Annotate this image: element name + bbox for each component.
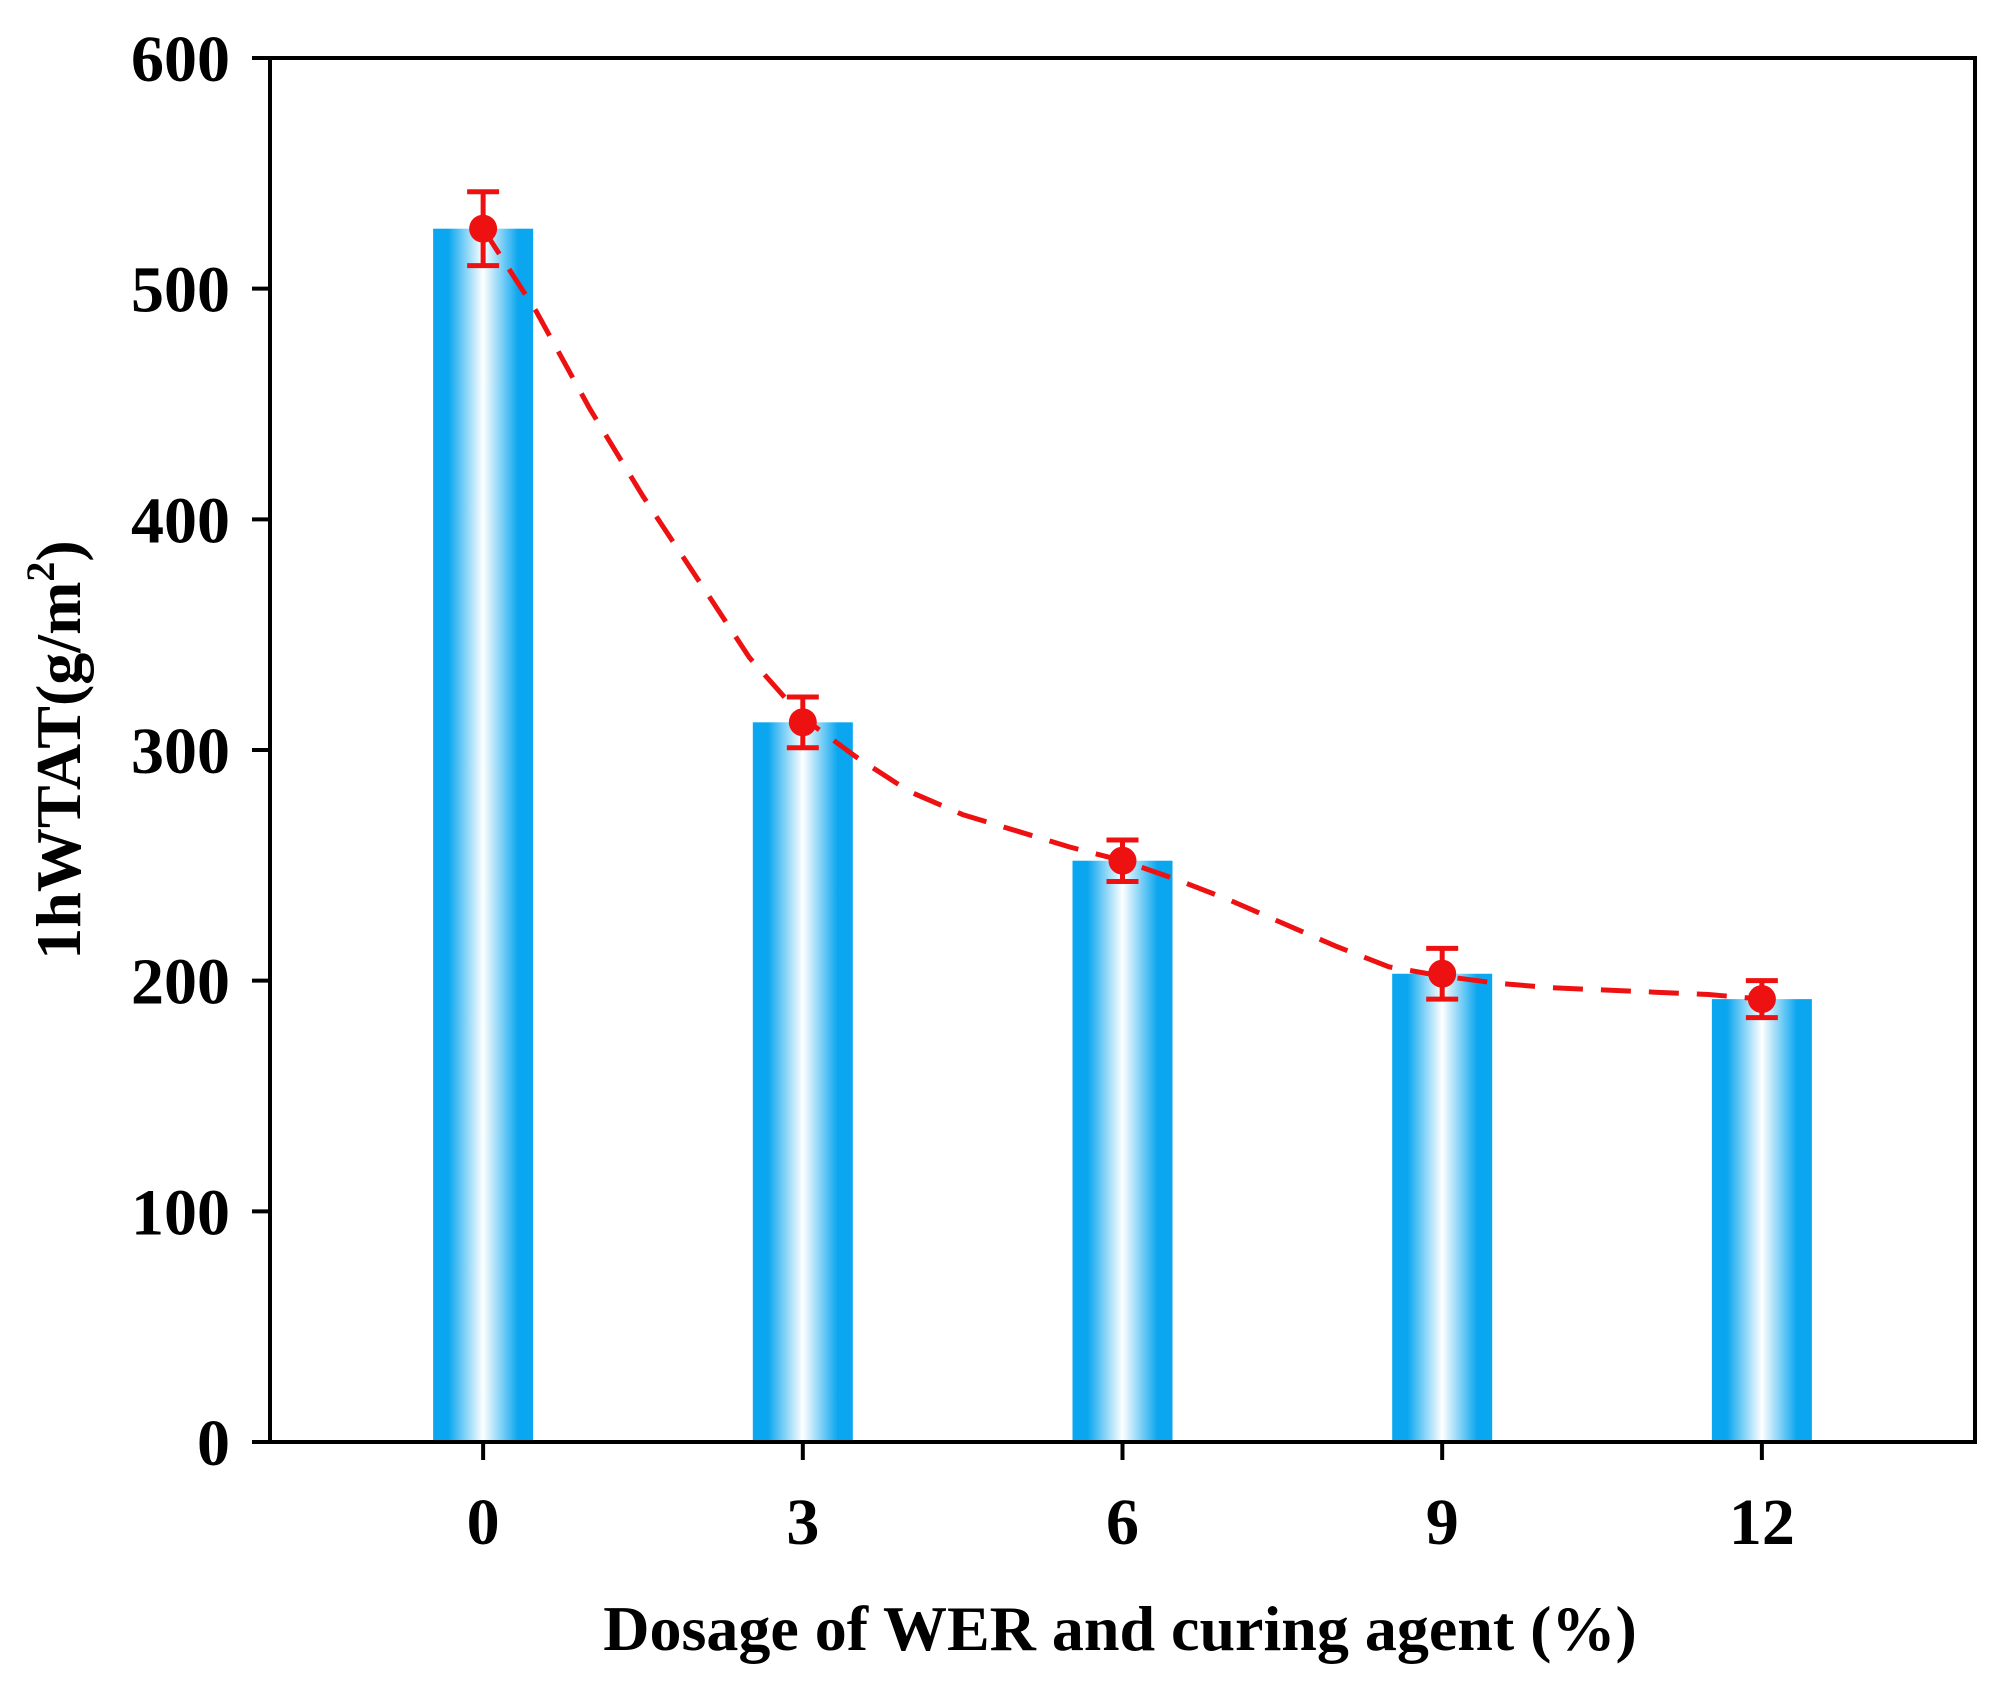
- points-layer: [467, 189, 1778, 1021]
- y-tick-label: 0: [197, 1407, 230, 1480]
- y-tick-label: 200: [131, 946, 230, 1019]
- x-axis-title: Dosage of WER and curing agent (%): [603, 1593, 1637, 1664]
- y-tick-label: 100: [131, 1176, 230, 1249]
- x-tick-label: 0: [467, 1486, 500, 1559]
- y-axis: 0 100 200 300 400 500 600: [131, 23, 270, 1480]
- bar: [1711, 999, 1812, 1442]
- y-tick-label: 600: [131, 23, 230, 96]
- y-axis-title-close: ): [23, 540, 94, 561]
- point-marker: [1108, 846, 1137, 875]
- bars-layer: [433, 228, 1812, 1442]
- y-tick-label: 500: [131, 254, 230, 327]
- y-axis-title-superscript: 2: [18, 562, 63, 582]
- x-tick-label: 6: [1106, 1486, 1139, 1559]
- point-marker: [1428, 959, 1457, 988]
- bar: [1392, 973, 1493, 1442]
- data-point: [467, 189, 500, 269]
- data-point: [1426, 945, 1459, 1002]
- bar: [433, 228, 534, 1442]
- data-point: [786, 694, 819, 751]
- bar: [1072, 860, 1173, 1442]
- x-tick-label: 12: [1729, 1486, 1795, 1559]
- point-marker: [1747, 985, 1776, 1014]
- x-axis: 0 3 6 9 12: [467, 1442, 1795, 1559]
- x-tick-label: 3: [786, 1486, 819, 1559]
- x-tick-label: 9: [1426, 1486, 1459, 1559]
- point-marker: [469, 214, 498, 243]
- point-marker: [788, 708, 817, 737]
- y-axis-title: 1hWTAT(g/m2): [18, 540, 94, 959]
- y-tick-label: 300: [131, 715, 230, 788]
- data-point: [1745, 978, 1778, 1021]
- bar: [752, 722, 853, 1442]
- data-point: [1106, 837, 1139, 884]
- y-tick-label: 400: [131, 484, 230, 557]
- y-axis-title-main: 1hWTAT(g/m: [23, 582, 94, 960]
